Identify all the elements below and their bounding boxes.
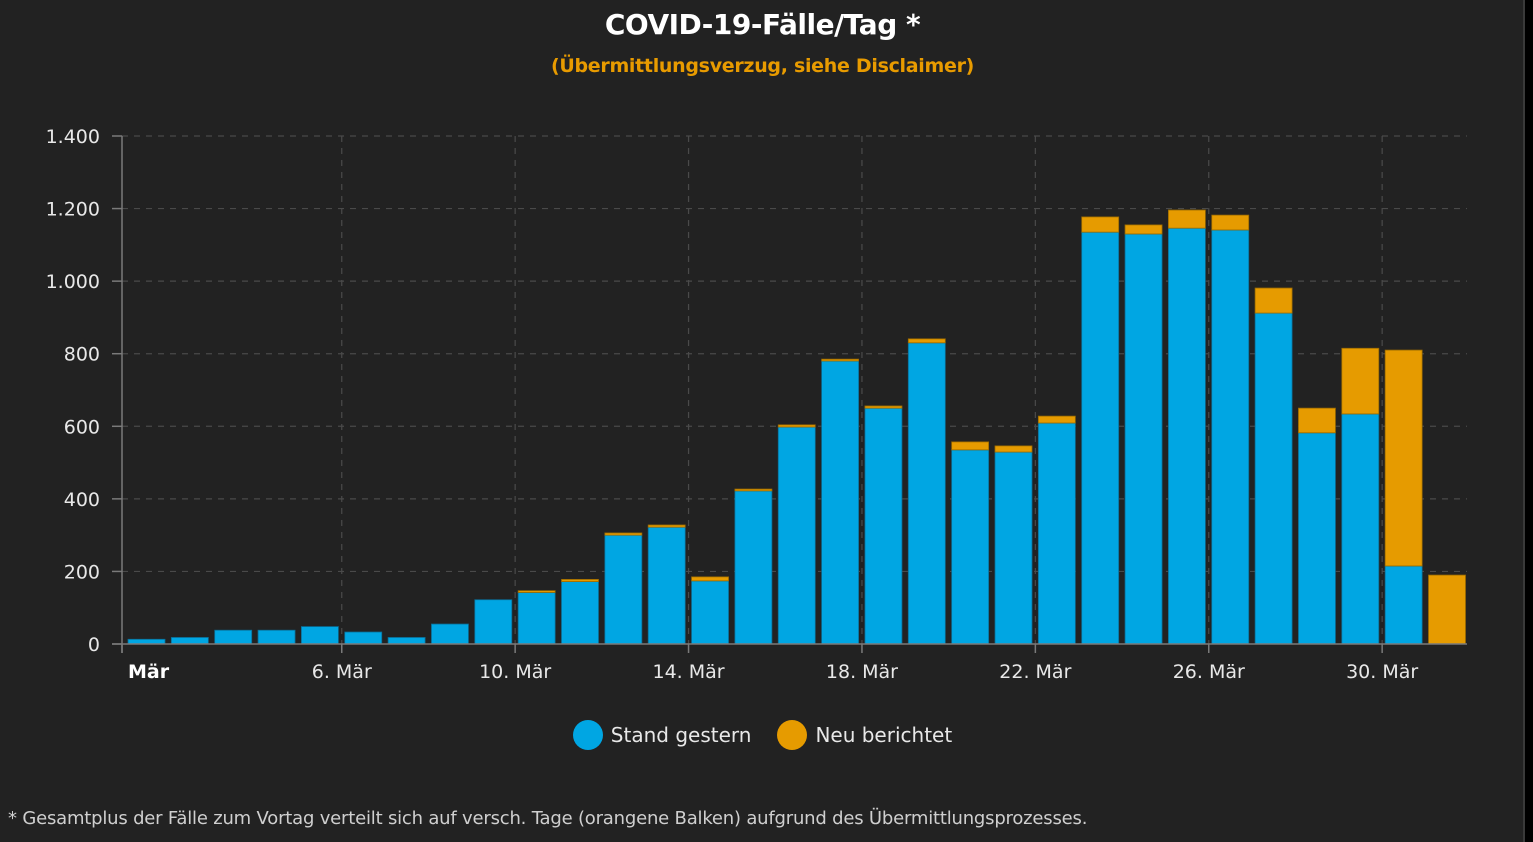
legend-swatch-blue-icon <box>572 720 603 750</box>
legend-item-neu-berichtet[interactable]: Neu berichtet <box>777 720 952 750</box>
bar-neu-berichtet <box>1298 407 1336 434</box>
x-tick-label: 6. Mär <box>312 661 372 683</box>
bar-stand-gestern <box>431 623 469 645</box>
x-tick-label: 30. Mär <box>1346 661 1418 683</box>
bars <box>127 209 1466 645</box>
bar-stand-gestern <box>1168 227 1206 645</box>
bar-neu-berichtet <box>1037 415 1076 424</box>
bar-stand-gestern <box>1384 565 1423 645</box>
bar-neu-berichtet <box>1254 287 1293 314</box>
bar-neu-berichtet <box>517 590 556 593</box>
bar-stand-gestern <box>474 599 513 645</box>
bar-neu-berichtet <box>1384 349 1423 567</box>
chart-title: COVID-19-Fälle/Tag * <box>604 8 921 41</box>
bar-neu-berichtet <box>1428 574 1466 645</box>
bar-neu-berichtet <box>1168 209 1206 229</box>
x-tick-label: 10. Mär <box>479 661 551 683</box>
legend-item-stand-gestern[interactable]: Stand gestern <box>572 720 752 750</box>
bar-stand-gestern <box>1341 413 1380 645</box>
bar-neu-berichtet <box>1211 214 1250 231</box>
bar-neu-berichtet <box>1341 347 1380 415</box>
y-tick-label: 1.200 <box>46 199 100 221</box>
bar-neu-berichtet <box>821 358 859 362</box>
bar-neu-berichtet <box>647 524 686 528</box>
bar-neu-berichtet <box>604 532 643 536</box>
bar-stand-gestern <box>821 360 859 645</box>
bar-stand-gestern <box>951 449 990 645</box>
bar-stand-gestern <box>734 490 773 645</box>
bar-neu-berichtet <box>951 441 990 451</box>
footnote: * Gesamtplus der Fälle zum Vortag vertei… <box>8 808 1088 829</box>
bar-neu-berichtet <box>777 424 816 428</box>
bar-neu-berichtet <box>734 488 773 492</box>
y-tick-label: 0 <box>88 634 100 656</box>
axes: 0 200 400 600 800 1.000 1.200 1.400 Mär 6. Mär 10.… <box>46 126 1467 683</box>
bar-stand-gestern <box>517 592 556 645</box>
bar-stand-gestern <box>1211 229 1250 645</box>
bar-neu-berichtet <box>907 338 946 344</box>
bar-stand-gestern <box>864 407 903 645</box>
bar-stand-gestern <box>777 426 816 645</box>
legend: Stand gestern Neu berichtet <box>0 720 1525 750</box>
bar-stand-gestern <box>170 637 209 645</box>
chart-subtitle[interactable]: (Übermittlungsverzug, siehe Disclaimer) <box>550 55 975 77</box>
bar-stand-gestern <box>1298 432 1336 645</box>
bar-stand-gestern <box>907 342 946 645</box>
bar-neu-berichtet <box>1081 216 1120 233</box>
bar-neu-berichtet <box>994 445 1033 453</box>
legend-swatch-orange-icon <box>777 720 808 750</box>
bar-stand-gestern <box>387 637 426 645</box>
legend-label: Neu berichtet <box>815 723 953 747</box>
x-tick-label: 26. Mär <box>1173 661 1245 683</box>
legend-label: Stand gestern <box>610 723 752 747</box>
bar-stand-gestern <box>344 631 383 645</box>
bar-stand-gestern <box>994 451 1033 645</box>
bar-stand-gestern <box>214 629 253 645</box>
bar-neu-berichtet <box>864 405 903 409</box>
bar-stand-gestern <box>691 580 729 645</box>
bar-stand-gestern <box>647 526 686 645</box>
y-tick-label: 600 <box>64 416 100 438</box>
y-tick-label: 1.400 <box>46 126 100 148</box>
x-tick-label: 22. Mär <box>999 661 1071 683</box>
y-tick-label: 1.000 <box>46 271 100 293</box>
bar-neu-berichtet <box>561 579 599 582</box>
x-tick-label: 14. Mär <box>652 661 724 683</box>
y-tick-label: 800 <box>64 344 100 366</box>
bar-neu-berichtet <box>691 576 729 582</box>
x-tick-label: 18. Mär <box>826 661 898 683</box>
y-tick-label: 400 <box>64 489 100 511</box>
bar-stand-gestern <box>1124 233 1163 645</box>
y-tick-label: 200 <box>64 561 100 583</box>
bar-stand-gestern <box>561 581 599 645</box>
bar-stand-gestern <box>1037 422 1076 645</box>
x-tick-label: Mär <box>128 661 170 683</box>
bar-stand-gestern <box>257 629 296 645</box>
bar-stand-gestern <box>300 626 339 645</box>
bar-stand-gestern <box>1254 312 1293 645</box>
bar-stand-gestern <box>604 534 643 645</box>
bar-neu-berichtet <box>1124 224 1163 235</box>
bar-stand-gestern <box>1081 231 1120 645</box>
